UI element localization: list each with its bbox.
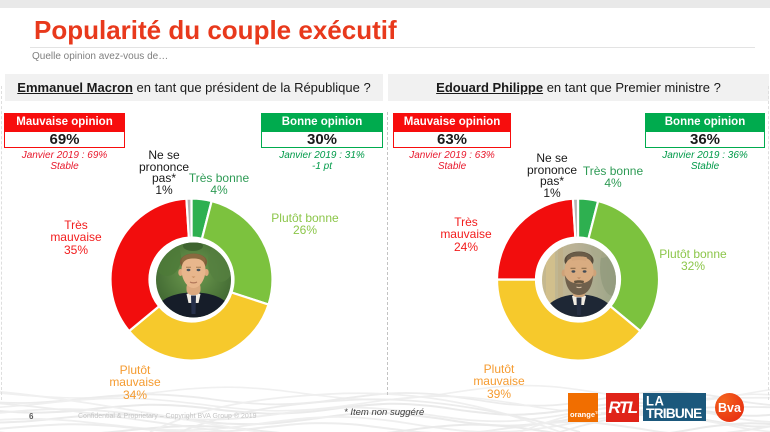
svg-text:Bva: Bva bbox=[718, 401, 742, 415]
